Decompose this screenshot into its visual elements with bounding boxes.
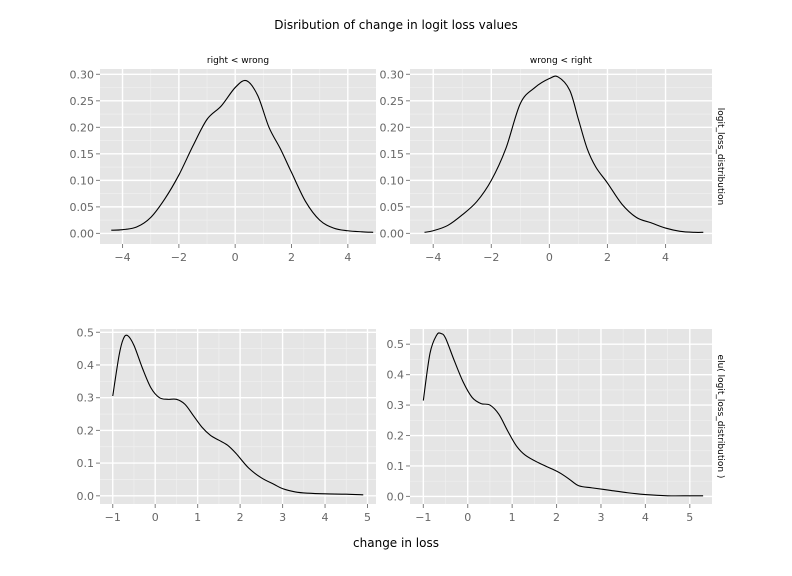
x-tick-label: −4: [425, 251, 441, 264]
y-tick-label: 0.1: [387, 460, 405, 473]
y-tick-label: 0.00: [70, 227, 95, 240]
density-line: [422, 332, 704, 497]
x-tick-label: 0: [152, 511, 159, 524]
figure-title: Disribution of change in logit loss valu…: [274, 18, 517, 32]
y-tick-label: 0.0: [387, 490, 405, 503]
panel-background: [100, 69, 376, 244]
y-tick-label: 0.10: [380, 174, 405, 187]
y-tick-label: 0.10: [70, 174, 95, 187]
y-tick-label: 0.1: [77, 457, 95, 470]
y-tick-label: 0.05: [70, 201, 95, 214]
y-tick-label: 0.3: [387, 399, 405, 412]
x-tick-label: 5: [686, 511, 693, 524]
y-tick-label: 0.30: [380, 68, 405, 81]
y-tick-label: 0.20: [70, 121, 95, 134]
x-tick-label: 4: [662, 251, 669, 264]
y-tick-label: 0.30: [70, 68, 95, 81]
x-tick-label: 2: [288, 251, 295, 264]
y-tick-label: 0.3: [77, 392, 95, 405]
density-line: [112, 334, 364, 496]
x-axis-label: change in loss: [353, 536, 439, 550]
y-tick-label: 0.20: [380, 121, 405, 134]
row-strip-label: elu( logit_loss_distribution ): [715, 355, 725, 479]
x-tick-label: 1: [194, 511, 201, 524]
y-tick-label: 0.25: [70, 95, 95, 108]
density-line: [111, 79, 374, 233]
x-tick-label: 0: [464, 511, 471, 524]
x-tick-label: −2: [483, 251, 499, 264]
panel-4: −1 0 1 2 3 4 5 0.0 0.1 0.2 0.3 0.4 0.5 elu( logit_los…: [387, 329, 725, 524]
x-tick-label: 0: [546, 251, 553, 264]
column-strip-label: wrong < right: [530, 56, 593, 66]
y-tick-label: 0.2: [387, 430, 405, 443]
y-tick-label: 0.4: [77, 359, 95, 372]
y-tick-label: 0.2: [77, 424, 95, 437]
facet-panels: −4 −2 0 2 40.000.050.100.150.200.250.30right…: [70, 56, 726, 524]
x-tick-label: 3: [597, 511, 604, 524]
x-tick-label: 4: [344, 251, 351, 264]
x-tick-label: −1: [105, 511, 121, 524]
y-tick-label: 0.00: [380, 227, 405, 240]
panel-3: −1 0 1 2 3 4 5 0.0 0.1 0.2 0.3 0.4 0.5: [77, 326, 376, 524]
x-tick-label: −1: [415, 511, 431, 524]
y-tick-label: 0.0: [77, 490, 95, 503]
density-line: [424, 75, 704, 233]
x-tick-label: 4: [642, 511, 649, 524]
x-tick-label: 2: [553, 511, 560, 524]
x-tick-label: −4: [114, 251, 130, 264]
x-tick-label: 4: [322, 511, 329, 524]
x-tick-label: 3: [279, 511, 286, 524]
column-strip-label: right < wrong: [207, 56, 269, 66]
panel-background: [410, 329, 712, 504]
y-tick-label: 0.25: [380, 95, 405, 108]
y-tick-label: 0.15: [70, 148, 95, 161]
y-tick-label: 0.5: [77, 326, 95, 339]
x-tick-label: 2: [237, 511, 244, 524]
y-tick-label: 0.05: [380, 201, 405, 214]
x-tick-label: 0: [232, 251, 239, 264]
panel-background: [410, 69, 712, 244]
x-tick-label: 5: [364, 511, 371, 524]
x-tick-label: 2: [604, 251, 611, 264]
panel-background: [100, 329, 376, 504]
x-tick-label: 1: [509, 511, 516, 524]
y-tick-label: 0.5: [387, 338, 405, 351]
panel-1: −4 −2 0 2 4 0.00 0.05 0.10 0.15 0.20 0.25 0.30 right…: [70, 56, 376, 264]
y-tick-label: 0.4: [387, 369, 405, 382]
row-strip-label: logit_loss_distribution: [715, 108, 725, 205]
y-tick-label: 0.15: [380, 148, 405, 161]
panel-2: −4 −2 0 2 4 0.00 0.05 0.10 0.15 0.20 0.25 0.30 wrong…: [380, 56, 726, 264]
x-tick-label: −2: [171, 251, 187, 264]
